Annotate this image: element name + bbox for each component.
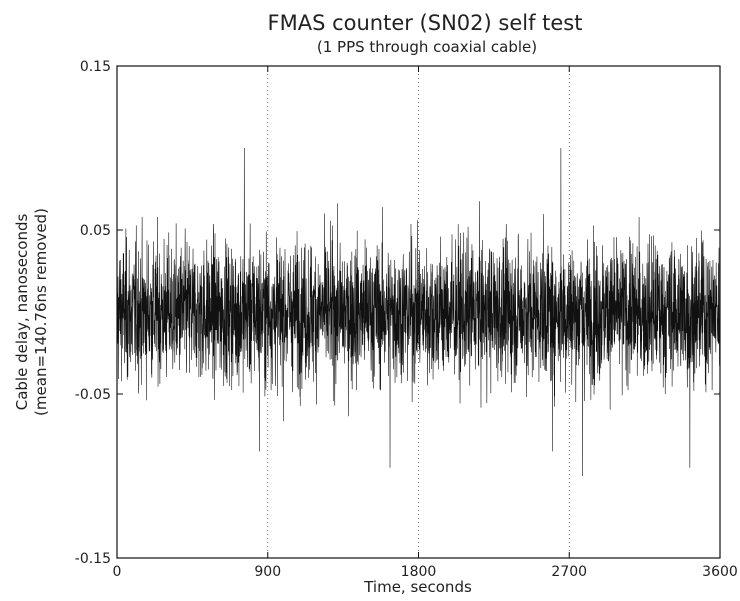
data-series	[116, 147, 721, 477]
series-line	[116, 147, 721, 477]
x-axis-ticks: 0 900 1800 2700 3600	[113, 66, 738, 580]
y-tick-label: -0.15	[75, 551, 111, 567]
chart-subtitle: (1 PPS through coaxial cable)	[317, 38, 537, 56]
x-tick-label: 900	[254, 564, 281, 580]
x-tick-label: 2700	[551, 564, 587, 580]
y-tick-label: -0.05	[75, 387, 111, 403]
x-tick-label: 0	[113, 564, 122, 580]
x-axis-label: Time, seconds	[363, 578, 472, 596]
y-tick-label: 0.05	[80, 223, 111, 239]
chart-title: FMAS counter (SN02) self test	[268, 11, 583, 35]
x-tick-label: 3600	[702, 564, 738, 580]
y-axis-ticks: -0.15 -0.05 0.05 0.15	[75, 59, 720, 567]
y-tick-label: 0.15	[80, 59, 111, 75]
x-tick-label: 1800	[401, 564, 437, 580]
y-axis-label-line2: (mean=140.76ns removed)	[32, 208, 50, 416]
y-axis-label-line1: Cable delay, nanoseconds	[13, 214, 31, 411]
